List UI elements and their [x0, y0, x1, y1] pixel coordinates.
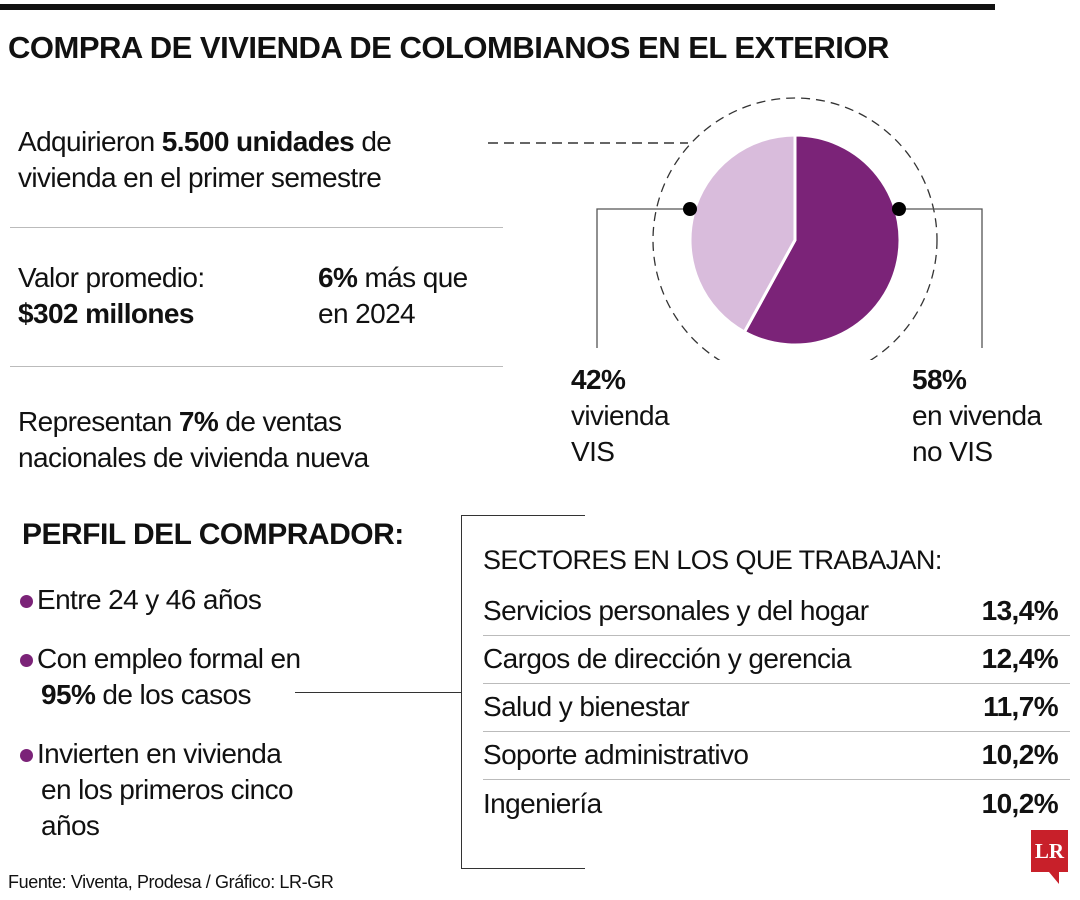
pie-chart — [596, 97, 983, 360]
leader-dot — [892, 202, 906, 216]
sector-name: Cargos de dirección y gerencia — [483, 643, 852, 674]
profile-item: Entre 24 y 46 años — [20, 582, 262, 618]
divider — [10, 366, 503, 367]
share-value: 7% — [178, 406, 219, 437]
bracket-line — [461, 515, 462, 869]
source-note: Fuente: Viventa, Prodesa / Gráfico: LR-G… — [8, 872, 334, 892]
units-line2: vivienda en el primer semestre — [18, 162, 382, 193]
growth-value: 6% — [318, 262, 358, 293]
avg-label: Valor promedio: — [18, 262, 205, 293]
logo-text: LR — [1034, 838, 1065, 863]
sector-value: 10,2% — [981, 739, 1059, 770]
leader-line — [596, 208, 690, 348]
profile-item-text: Con empleo formal en — [37, 643, 301, 674]
bullet-icon — [20, 595, 33, 608]
bullet-icon — [20, 749, 33, 762]
profile-item: Invierten en vivienda en los primeros ci… — [20, 736, 294, 844]
sector-value: 10,2% — [981, 788, 1059, 819]
growth-post: más que — [357, 262, 468, 293]
profile-item-text: en los primeros cinco — [41, 774, 294, 805]
avg-value-stat: Valor promedio: $302 millones — [18, 260, 205, 332]
avg-value: $302 millones — [18, 298, 194, 329]
profile-item-text: Invierten en vivienda — [37, 738, 282, 769]
divider — [10, 227, 503, 228]
dashed-ring — [652, 97, 938, 360]
leader-line — [900, 208, 983, 348]
pie-label-line1: vivienda — [571, 400, 670, 431]
lr-logo: LR — [1031, 830, 1068, 884]
table-row: Cargos de dirección y gerencia 12,4% — [483, 635, 1070, 684]
share-stat: Representan 7% de ventas nacionales de v… — [18, 404, 369, 476]
table-row: Salud y bienestar 11,7% — [483, 683, 1070, 732]
pie-label-line1: en vivenda — [912, 400, 1042, 431]
pie-label-vis: 42% vivienda VIS — [571, 362, 670, 470]
page-title: COMPRA DE VIVIENDA DE COLOMBIANOS EN EL … — [8, 30, 889, 65]
profile-item-text: años — [41, 810, 100, 841]
profile-item: Con empleo formal en 95% de los casos — [20, 641, 301, 713]
leader-dot — [683, 202, 697, 216]
sector-value: 11,7% — [983, 691, 1058, 722]
table-row: Servicios personales y del hogar 13,4% — [483, 587, 1070, 636]
dashed-connector — [488, 142, 688, 144]
sector-name: Soporte administrativo — [483, 739, 749, 770]
sector-name: Ingeniería — [483, 788, 602, 819]
top-rule — [0, 4, 995, 10]
share-post: de ventas — [218, 406, 342, 437]
share-line2: nacionales de vivienda nueva — [18, 442, 369, 473]
sector-value: 12,4% — [981, 643, 1059, 674]
pie-label-value: 42% — [571, 364, 626, 395]
pie-label-no-vis: 58% en vivenda no VIS — [912, 362, 1042, 470]
units-post: de — [354, 126, 392, 157]
pie-slice — [742, 133, 902, 347]
profile-heading: PERFIL DEL COMPRADOR: — [22, 518, 404, 551]
sectors-heading: SECTORES EN LOS QUE TRABAJAN: — [483, 545, 942, 575]
units-value: 5.500 unidades — [161, 126, 355, 157]
bracket-bottom — [461, 868, 585, 869]
bullet-icon — [20, 654, 33, 667]
connector-line — [295, 692, 461, 693]
units-pre: Adquirieron — [18, 126, 162, 157]
pie-label-line2: no VIS — [912, 436, 993, 467]
growth-stat: 6% más que en 2024 — [318, 260, 468, 332]
sector-name: Salud y bienestar — [483, 691, 690, 722]
pie-label-line2: VIS — [571, 436, 615, 467]
table-row: Ingeniería 10,2% — [483, 780, 1070, 828]
employment-value: 95% — [41, 679, 96, 710]
profile-item-text: de los casos — [95, 679, 251, 710]
units-stat: Adquirieron 5.500 unidades de vivienda e… — [18, 124, 392, 196]
bracket-top — [461, 515, 585, 516]
table-row: Soporte administrativo 10,2% — [483, 731, 1070, 780]
share-pre: Representan — [18, 406, 179, 437]
sector-name: Servicios personales y del hogar — [483, 595, 869, 626]
pie-label-value: 58% — [912, 364, 967, 395]
growth-line2: en 2024 — [318, 298, 416, 329]
profile-item-text: Entre 24 y 46 años — [37, 584, 262, 615]
sector-value: 13,4% — [981, 595, 1059, 626]
